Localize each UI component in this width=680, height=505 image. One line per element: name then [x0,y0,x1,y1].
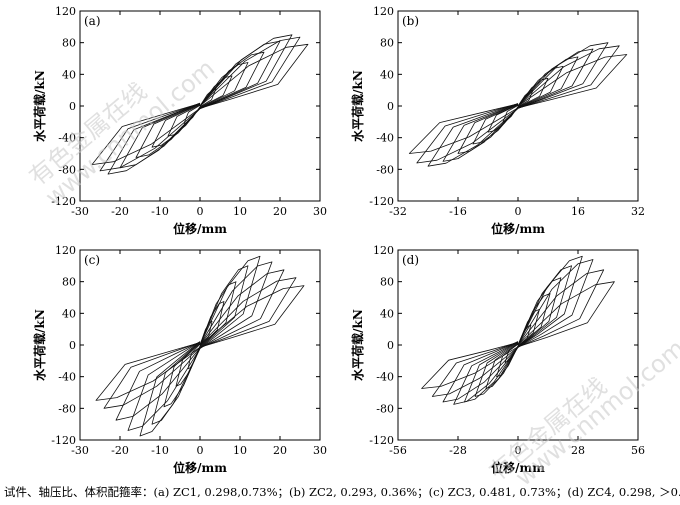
y-tick-label: -120 [369,195,394,208]
chart-panel-1: -30 -20 -10 0 10 20 30 -120 -80 -40 0 40 80 120 (a) 位移/… [32,5,327,236]
x-tick-label: -16 [449,205,467,218]
y-axis-label: 水平荷载/kN [32,70,47,142]
y-tick-label: 80 [380,37,394,50]
x-axis-label: 位移/mm [491,460,545,475]
x-tick-label: 32 [631,205,645,218]
x-tick-label: 10 [233,205,247,218]
x-tick-label: -10 [151,205,169,218]
x-tick-label: 16 [571,205,585,218]
hysteresis-loop-9 [95,285,305,401]
x-tick-label: 30 [313,205,327,218]
chart-panel-3: -30 -20 -10 0 10 20 30 -120 -80 -40 0 40 80 120 (c) 位移/… [32,244,327,475]
y-tick-label: 0 [387,339,394,352]
x-tick-label: 0 [197,444,204,457]
hysteresis-curves [421,255,615,405]
y-tick-label: 40 [380,68,394,81]
y-axis-label: 水平荷载/kN [350,70,365,142]
hysteresis-curves [95,255,305,437]
hysteresis-loop-3 [151,62,249,148]
hysteresis-curves [91,34,309,175]
x-tick-label: 30 [313,444,327,457]
y-tick-label: 0 [387,100,394,113]
x-tick-label: 20 [273,205,287,218]
x-tick-label: -20 [111,444,129,457]
panel-label: (b) [402,14,419,28]
y-tick-label: 0 [69,339,76,352]
x-axis-label: 位移/mm [491,221,545,236]
chart-panel-2: -32 -16 0 16 32 -120 -80 -40 0 40 80 120 (b) 位移/mm 水平荷… [350,5,645,236]
x-tick-label: 56 [631,444,645,457]
y-tick-label: -120 [369,434,394,447]
y-tick-label: 80 [62,276,76,289]
figure-caption: 试件、轴压比、体积配箍率：(a) ZC1, 0.298,0.73%；(b) ZC… [4,485,680,499]
x-tick-label: 0 [197,205,204,218]
hysteresis-loop-8 [408,54,628,154]
y-tick-label: -80 [376,163,394,176]
hysteresis-curves [408,42,628,167]
hysteresis-loop-8 [91,43,309,165]
y-tick-label: -120 [51,434,76,447]
x-tick-label: -56 [389,444,407,457]
y-tick-label: 0 [69,100,76,113]
y-tick-label: -40 [58,371,76,384]
panel-label: (a) [84,14,101,28]
x-axis-label: 位移/mm [173,221,227,236]
x-tick-label: -28 [449,444,467,457]
x-tick-label: -30 [71,205,89,218]
y-tick-label: -40 [58,132,76,145]
y-tick-label: 40 [62,307,76,320]
y-tick-label: 120 [55,5,76,18]
x-tick-label: -32 [389,205,407,218]
y-tick-label: -80 [376,402,394,415]
x-tick-label: 28 [571,444,585,457]
y-tick-label: -80 [58,402,76,415]
y-tick-label: -40 [376,371,394,384]
y-tick-label: 120 [373,244,394,257]
y-tick-label: 80 [380,276,394,289]
x-tick-label: -20 [111,205,129,218]
x-tick-label: 0 [515,444,522,457]
x-tick-label: 10 [233,444,247,457]
x-axis-label: 位移/mm [173,460,227,475]
x-tick-label: 0 [515,205,522,218]
y-tick-label: -80 [58,163,76,176]
y-tick-label: 40 [62,68,76,81]
panel-label: (d) [402,253,419,267]
x-tick-label: 20 [273,444,287,457]
hysteresis-loop-7 [442,259,594,403]
y-axis-label: 水平荷载/kN [32,309,47,381]
x-tick-label: -10 [151,444,169,457]
hysteresis-loop-9 [421,281,615,389]
panel-label: (c) [84,253,100,267]
y-tick-label: 120 [55,244,76,257]
chart-panel-4: -56 -28 0 28 56 -120 -80 -40 0 40 80 120 (d) 位移/mm 水平荷… [350,244,645,475]
y-tick-label: 80 [62,37,76,50]
y-axis-label: 水平荷载/kN [350,309,365,381]
figure: -30 -20 -10 0 10 20 30 -120 -80 -40 0 40 80 120 (a) 位移/… [32,5,645,475]
x-tick-label: -30 [71,444,89,457]
y-tick-label: -120 [51,195,76,208]
y-tick-label: -40 [376,132,394,145]
y-tick-label: 120 [373,5,394,18]
y-tick-label: 40 [380,307,394,320]
